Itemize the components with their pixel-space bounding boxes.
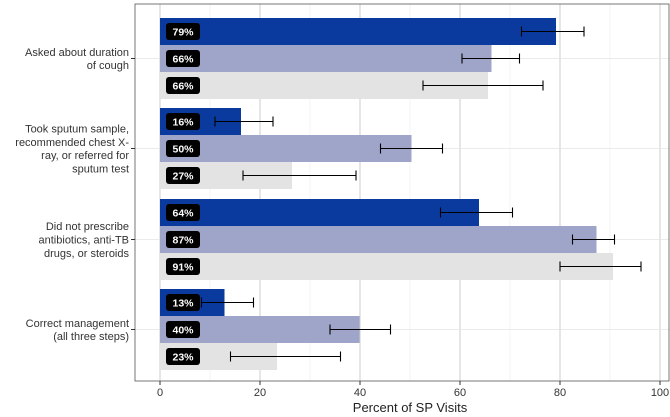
y-tick-label: Correct management (26, 318, 129, 330)
y-tick-label: of cough (87, 60, 129, 72)
x-tick-label: 80 (554, 387, 566, 399)
y-tick-label: antibiotics, anti-TB (39, 235, 129, 247)
x-tick-label: 100 (651, 387, 669, 399)
x-tick-label: 0 (157, 387, 163, 399)
bars (160, 18, 613, 370)
y-tick-label: ray, or referred for (41, 150, 129, 162)
data-label-box (166, 23, 200, 40)
data-label: 91% (172, 261, 194, 273)
x-tick-label: 20 (254, 387, 266, 399)
y-tick-label: drugs, or steroids (44, 248, 129, 260)
data-labels: 79% 16% 64% 13% 66% 50% 87% 40% 66% 27% 91% 23% (166, 23, 200, 365)
bar (160, 199, 479, 226)
data-label-box (166, 140, 200, 157)
data-label: 13% (172, 297, 194, 309)
bar (160, 45, 492, 72)
data-label: 87% (172, 234, 194, 246)
data-label: 50% (172, 143, 194, 155)
data-label-box (166, 50, 200, 67)
bar (160, 18, 556, 45)
data-label-box (166, 231, 200, 248)
y-tick-label: (all three steps) (53, 331, 129, 343)
bar (160, 226, 597, 253)
bar (160, 135, 412, 162)
data-label: 23% (172, 351, 194, 363)
x-tick-label: 40 (354, 387, 366, 399)
data-label: 66% (172, 53, 194, 65)
data-label-box (166, 204, 200, 221)
y-tick-label: recommended chest X- (15, 137, 129, 149)
x-axis-title: Percent of SP Visits (353, 400, 468, 415)
x-tick-label: 60 (454, 387, 466, 399)
data-label-box (166, 77, 200, 94)
plot-border (134, 3, 670, 382)
data-label-box (166, 113, 200, 130)
y-tick-label: Did not prescribe (46, 221, 129, 233)
data-label: 66% (172, 80, 194, 92)
data-label: 64% (172, 207, 194, 219)
data-label: 40% (172, 324, 194, 336)
y-tick-label: Took sputum sample, (25, 124, 129, 136)
x-axis: 0 20 40 60 80 100 (157, 381, 669, 399)
y-tick-label: sputum test (72, 163, 129, 175)
data-label-box (166, 294, 200, 311)
data-label: 27% (172, 170, 194, 182)
data-label-box (166, 321, 200, 338)
data-label: 16% (172, 116, 194, 128)
error-bars (200, 26, 642, 362)
data-label-box (166, 348, 200, 365)
data-label: 79% (172, 26, 194, 38)
y-tick-label: Asked about duration (25, 47, 129, 59)
bar (160, 253, 613, 280)
data-label-box (166, 167, 200, 184)
data-label-box (166, 258, 200, 275)
